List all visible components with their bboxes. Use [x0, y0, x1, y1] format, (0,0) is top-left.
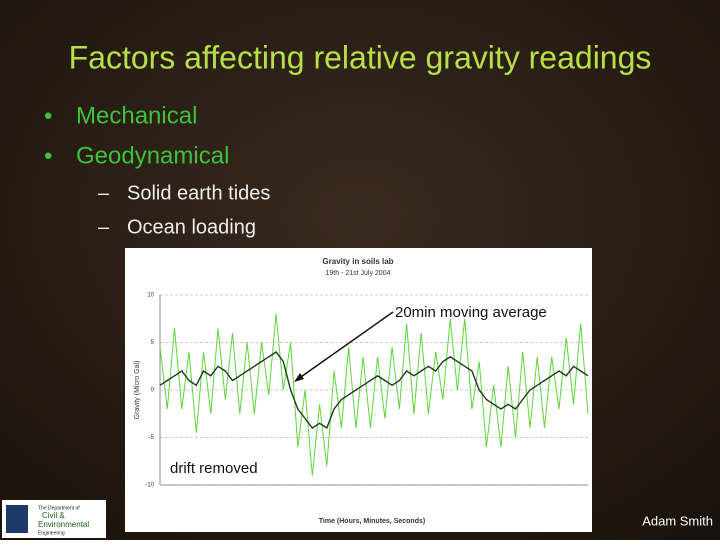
annotation: 20min moving average: [395, 304, 547, 321]
series-line: [159, 313, 589, 476]
logo-text: Engineering: [38, 530, 65, 536]
slide-title: Factors affecting relative gravity readi…: [69, 39, 652, 75]
y-axis-label: Gravity (Micro Gal): [134, 361, 141, 420]
sub-dash: –: [98, 216, 110, 238]
y-tick-label: -10: [145, 483, 154, 489]
logo-text: The Department of: [38, 505, 80, 511]
y-tick-label: 0: [151, 388, 155, 394]
annotation: drift removed: [170, 460, 258, 477]
series-line: [159, 351, 589, 430]
bullet-dot: •: [44, 102, 52, 129]
y-tick-label: -5: [149, 435, 155, 441]
crest: [6, 505, 28, 533]
arrow-head: [294, 373, 304, 382]
bullet: Geodynamical: [76, 142, 229, 169]
bullet-dot: •: [44, 142, 52, 169]
y-tick-label: 10: [147, 293, 154, 299]
annotation-arrow: [297, 311, 394, 380]
chart-title: Gravity in soils lab: [322, 257, 393, 266]
chart-subtitle: 19th - 21st July 2004: [326, 270, 391, 277]
x-axis-label: Time (Hours, Minutes, Seconds): [319, 518, 425, 525]
sub-dash: –: [98, 182, 110, 204]
sub-bullet: Ocean loading: [127, 216, 256, 238]
logo-text: Environmental: [38, 520, 89, 529]
footer: Adam Smith: [642, 513, 713, 528]
sub-bullet: Solid earth tides: [127, 182, 270, 204]
bullet: Mechanical: [76, 102, 197, 129]
annotation-bg: [166, 458, 276, 480]
plot: -10 -5 0 5 10: [145, 293, 589, 489]
logo-text: Civil &: [42, 511, 65, 520]
y-tick-label: 5: [151, 340, 155, 346]
